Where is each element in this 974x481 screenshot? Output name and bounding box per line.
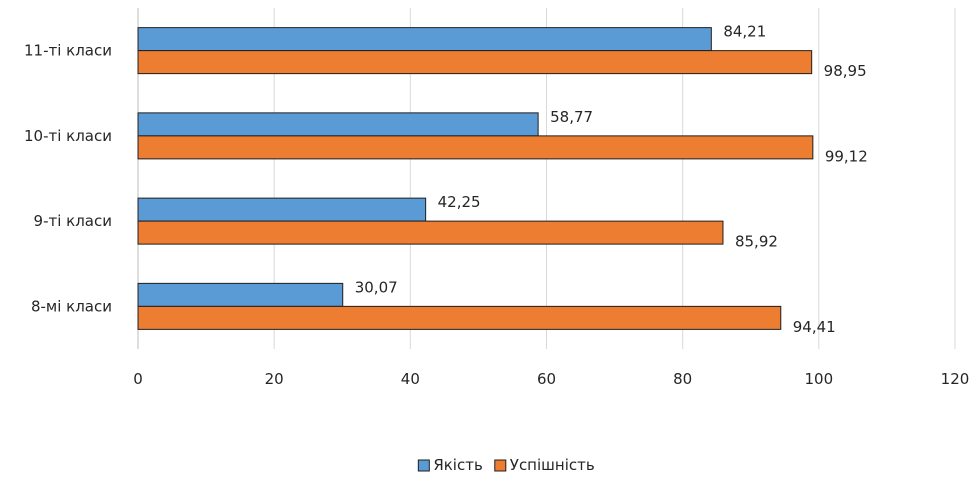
- bar: [137, 50, 813, 75]
- data-label: 30,07: [355, 278, 398, 296]
- bar: [137, 27, 712, 52]
- bar: [137, 197, 427, 222]
- data-label: 84,21: [723, 23, 766, 41]
- bars: [137, 27, 814, 330]
- legend-label: Якість: [433, 456, 482, 474]
- y-axis-categories: 8-мі класи 9-ті класи 10-ті класи 11-ті кла…: [24, 42, 112, 316]
- legend-item: Якість: [417, 456, 483, 474]
- legend-swatch: [494, 459, 507, 472]
- category-label: 11-ті класи: [24, 42, 112, 60]
- category-label: 10-ті класи: [24, 127, 112, 145]
- data-label: 94,41: [793, 318, 836, 336]
- bar: [137, 282, 344, 307]
- x-tick-label: 120: [941, 370, 970, 388]
- x-tick-label: 80: [673, 370, 692, 388]
- x-axis-ticks: 0 20 40 60 80 100 120: [133, 370, 969, 388]
- x-tick-label: 60: [537, 370, 556, 388]
- legend-item: Успішність: [494, 456, 595, 474]
- bar: [137, 220, 724, 245]
- data-label: 42,25: [438, 193, 481, 211]
- bar: [137, 135, 814, 160]
- legend-swatch: [417, 459, 430, 472]
- category-label: 9-ті класи: [34, 212, 112, 230]
- bar: [137, 112, 539, 137]
- data-label: 99,12: [825, 147, 868, 165]
- legend: Якість Успішність: [417, 456, 595, 474]
- data-label: 98,95: [824, 62, 867, 80]
- data-label: 85,92: [735, 233, 778, 251]
- data-labels: 30,07 94,41 42,25 85,92 58,77 99,12 84,21 98,95: [355, 23, 868, 336]
- x-tick-label: 40: [401, 370, 420, 388]
- category-label: 8-мі класи: [31, 297, 112, 315]
- x-tick-label: 0: [133, 370, 143, 388]
- legend-label: Успішність: [510, 456, 595, 474]
- x-tick-label: 20: [265, 370, 284, 388]
- bar: [137, 305, 782, 330]
- data-label: 58,77: [550, 108, 593, 126]
- x-tick-label: 100: [805, 370, 834, 388]
